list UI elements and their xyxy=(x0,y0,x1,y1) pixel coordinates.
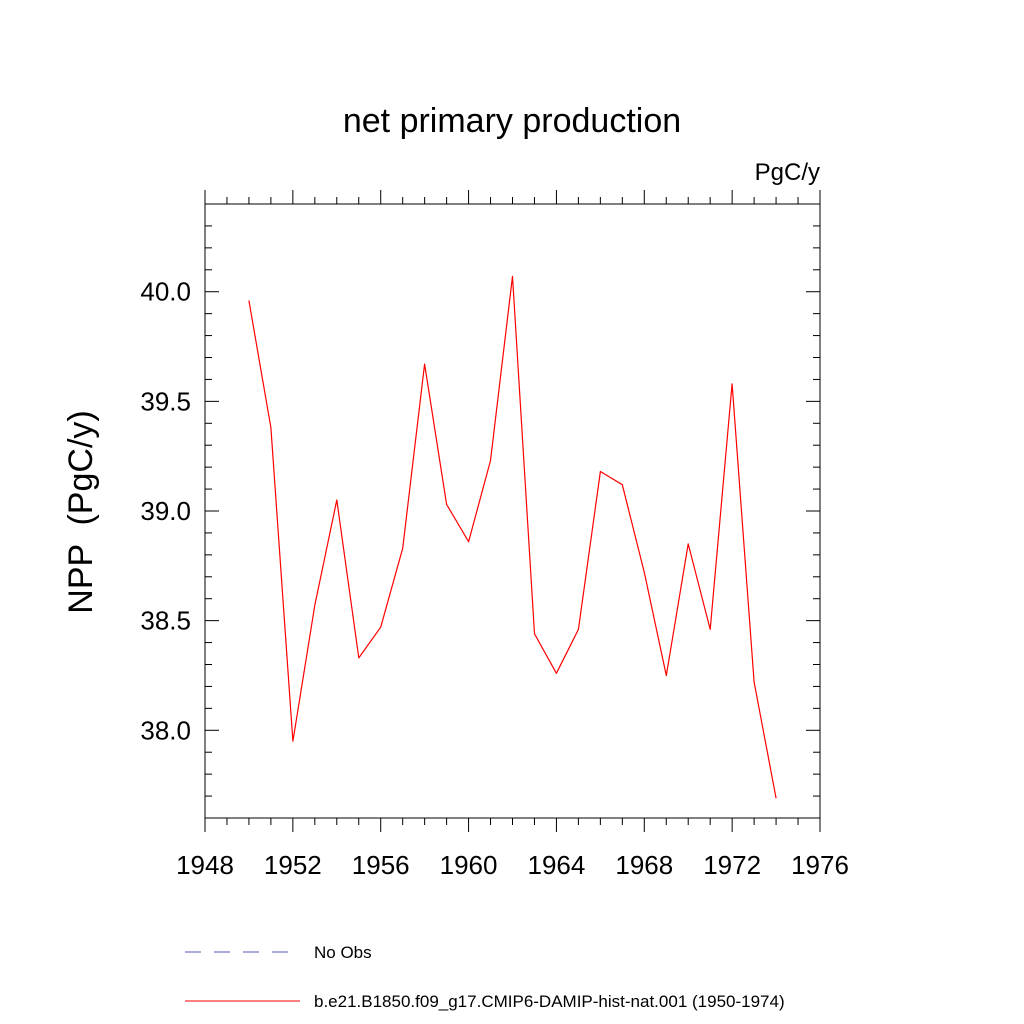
y-tick-labels: 38.0 38.5 39.0 39.5 40.0 xyxy=(140,277,191,746)
x-tick-label: 1976 xyxy=(791,850,849,880)
y-tick-label: 40.0 xyxy=(140,277,191,307)
legend-label-2: b.e21.B1850.f09_g17.CMIP6-DAMIP-hist-nat… xyxy=(314,992,785,1011)
y-tick-label: 39.0 xyxy=(140,496,191,526)
legend-label-1: No Obs xyxy=(314,943,372,962)
plot-frame xyxy=(204,203,821,819)
series-group xyxy=(248,275,777,799)
npp-series-line xyxy=(248,275,777,799)
legend: No Obs b.e21.B1850.f09_g17.CMIP6-DAMIP-hi… xyxy=(185,943,785,1011)
x-tick-label: 1968 xyxy=(615,850,673,880)
x-tick-label: 1964 xyxy=(528,850,586,880)
x-tick-label: 1960 xyxy=(440,850,498,880)
x-tick-label: 1948 xyxy=(176,850,234,880)
chart-title: net primary production xyxy=(343,102,681,140)
y-tick-label: 38.5 xyxy=(140,606,191,636)
axis-ticks xyxy=(204,190,821,832)
x-tick-label: 1952 xyxy=(264,850,322,880)
x-tick-label: 1972 xyxy=(703,850,761,880)
y-axis-label: NPP (PgC/y) xyxy=(62,410,100,613)
y-tick-label: 38.0 xyxy=(140,715,191,745)
x-tick-label: 1956 xyxy=(352,850,410,880)
x-tick-labels: 1948 1952 1956 1960 1964 1968 1972 1976 xyxy=(176,850,849,880)
y-tick-label: 39.5 xyxy=(140,386,191,416)
units-label: PgC/y xyxy=(755,159,820,186)
